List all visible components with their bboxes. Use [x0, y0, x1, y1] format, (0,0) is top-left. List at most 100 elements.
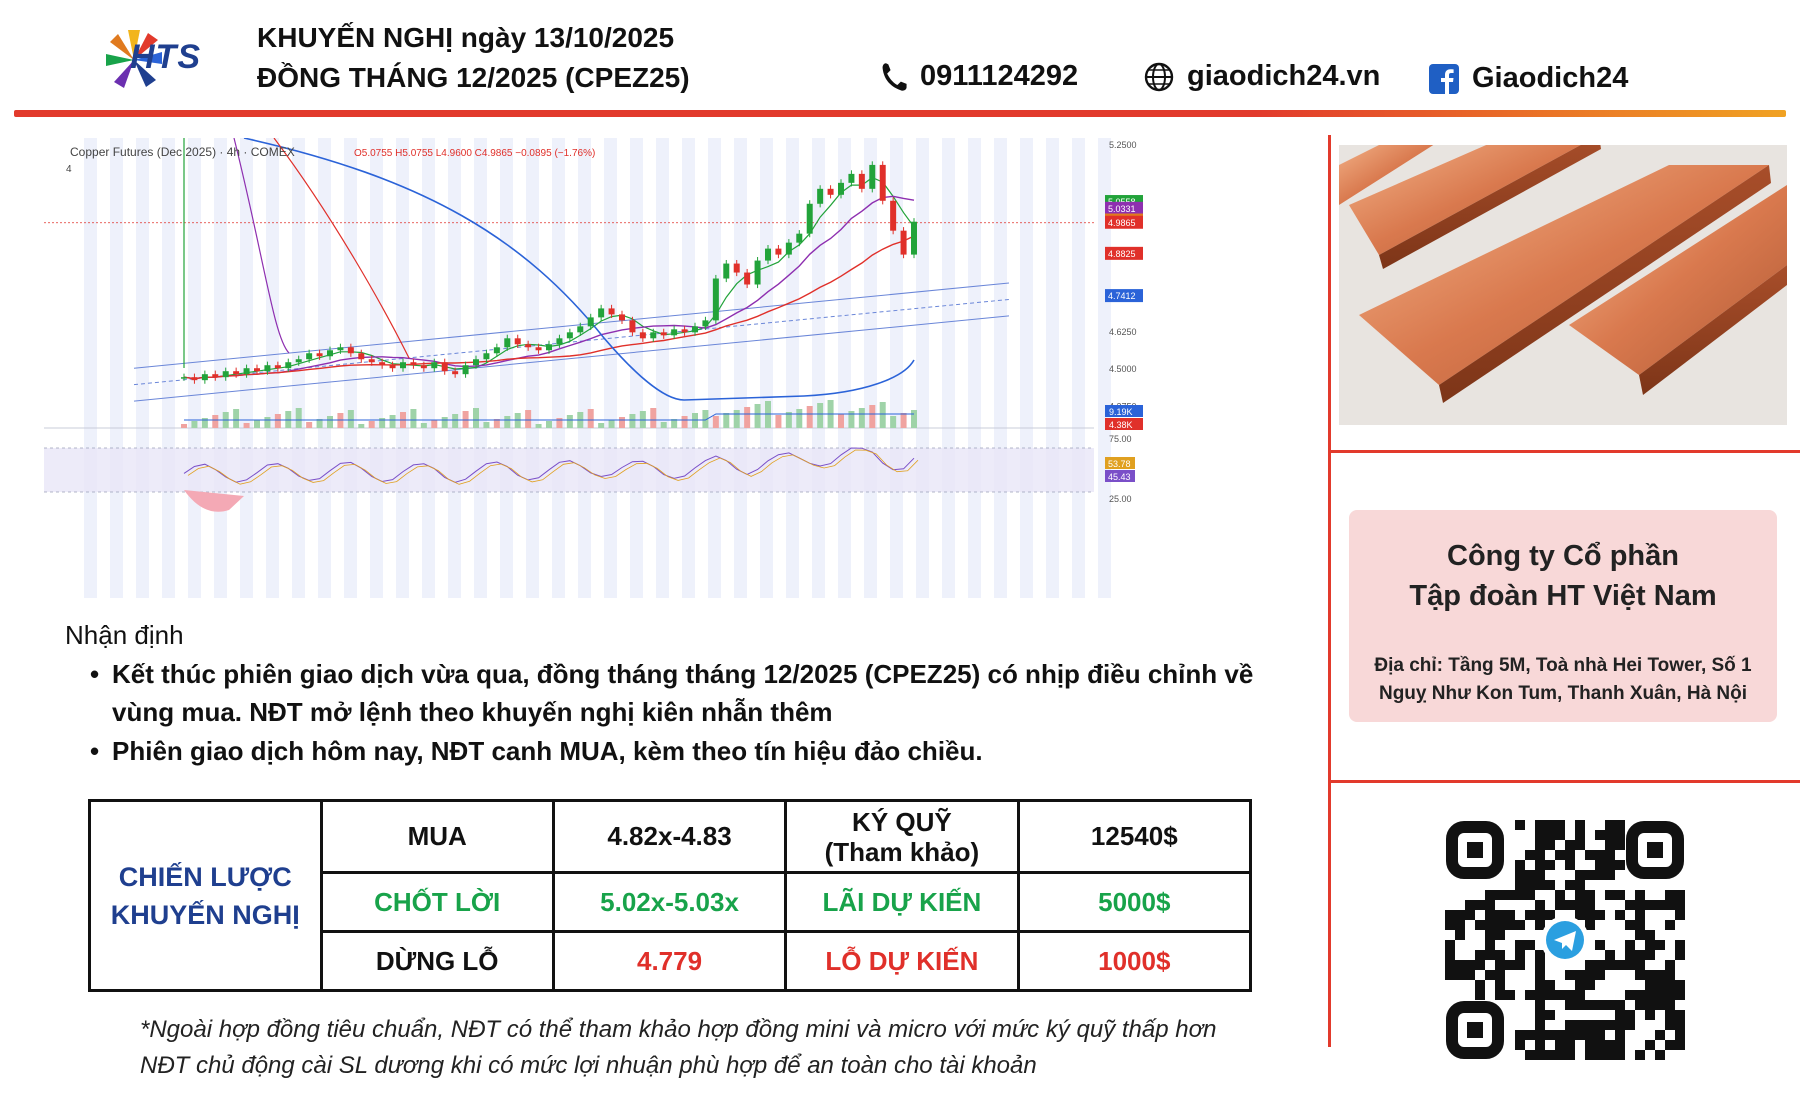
qr-module: [1585, 900, 1595, 910]
qr-module: [1515, 890, 1525, 900]
price-candle: [785, 242, 792, 255]
qr-module: [1615, 820, 1625, 830]
price-candle: [566, 332, 573, 339]
take-profit-action: CHỐT LỜI: [319, 871, 555, 933]
qr-module: [1595, 940, 1605, 950]
qr-module: [1525, 850, 1535, 860]
price-candle: [900, 230, 907, 255]
qr-module: [1675, 990, 1685, 1000]
volume-bar: [806, 406, 813, 428]
qr-module: [1665, 920, 1675, 930]
qr-module: [1605, 1040, 1615, 1050]
contact-phone[interactable]: 0911124292: [880, 60, 1078, 93]
qr-module: [1505, 960, 1515, 970]
qr-module: [1665, 1040, 1675, 1050]
qr-module: [1605, 1020, 1615, 1030]
price-candle: [692, 326, 698, 333]
qr-module: [1455, 970, 1465, 980]
qr-module: [1495, 990, 1505, 1000]
qr-module: [1475, 960, 1485, 970]
qr-module: [1535, 840, 1545, 850]
price-candle: [911, 221, 917, 255]
chart-ohlc-readout: O5.0755 H5.0755 L4.9600 C4.9865 −0.0895 …: [354, 148, 595, 159]
price-candle: [337, 347, 344, 351]
price-candle: [400, 362, 406, 369]
volume-bar: [556, 418, 563, 428]
qr-module: [1545, 980, 1555, 990]
qr-module: [1555, 820, 1565, 830]
price-candle: [233, 371, 240, 375]
facebook-icon: [1429, 63, 1459, 94]
qr-module: [1535, 1040, 1545, 1050]
qr-module: [1575, 880, 1585, 890]
price-candle: [441, 362, 448, 372]
qr-module: [1565, 970, 1575, 980]
qr-module: [1675, 890, 1685, 900]
qr-module: [1525, 880, 1535, 890]
right-divider-bottom: [1328, 780, 1800, 783]
price-candle: [598, 308, 605, 318]
column-divider: [1328, 135, 1331, 1047]
qr-module: [1665, 900, 1675, 910]
telegram-qr-code[interactable]: [1442, 817, 1688, 1063]
qr-module: [1635, 990, 1645, 1000]
qr-module: [1485, 900, 1495, 910]
volume-tag: [1105, 405, 1143, 417]
price-candle: [796, 233, 803, 243]
qr-module: [1645, 1010, 1655, 1020]
footnote-line2: NĐT chủ động cài SL dương khi có mức lợi…: [140, 1052, 1037, 1079]
qr-module: [1595, 860, 1605, 870]
contact-website[interactable]: giaodich24.vn: [1143, 60, 1380, 93]
price-candle: [504, 338, 511, 348]
stop-loss-price: 4.779: [551, 930, 788, 992]
analysis-bullet-text: Kết thúc phiên giao dịch vừa qua, đồng t…: [112, 659, 1254, 727]
qr-module: [1625, 950, 1635, 960]
qr-module: [1575, 970, 1585, 980]
price-candle: [264, 365, 271, 372]
qr-module: [1665, 980, 1675, 990]
contact-facebook[interactable]: Giaodich24: [1428, 62, 1628, 95]
qr-module: [1575, 830, 1585, 840]
volume-bar: [525, 410, 532, 428]
qr-module: [1585, 1000, 1595, 1010]
qr-module: [1445, 960, 1455, 970]
qr-module: [1615, 890, 1625, 900]
volume-bar: [796, 409, 803, 428]
qr-module: [1455, 960, 1465, 970]
qr-module: [1655, 940, 1665, 950]
price-candle: [650, 332, 657, 339]
volume-bar: [629, 414, 636, 428]
margin-label: KÝ QUỸ (Tham khảo): [784, 799, 1020, 874]
price-candle: [806, 203, 813, 234]
price-candle: [639, 332, 646, 339]
rsi-tick-label: 25.00: [1109, 494, 1132, 504]
qr-module: [1555, 830, 1565, 840]
qr-module: [1475, 900, 1485, 910]
volume-bar: [744, 407, 751, 428]
table-row: DỪNG LỖ 4.779 LỖ DỰ KIẾN 1000$: [90, 930, 1253, 992]
brand-name: HTS: [130, 38, 201, 76]
footnote-line1: *Ngoài hợp đồng tiêu chuẩn, NĐT có thể t…: [140, 1016, 1217, 1043]
globe-icon: [1144, 62, 1174, 91]
volume-bar: [389, 415, 396, 428]
qr-module: [1655, 990, 1665, 1000]
qr-module: [1615, 840, 1625, 850]
volume-bar: [546, 421, 552, 428]
volume-bar: [619, 417, 625, 428]
qr-module: [1535, 820, 1545, 830]
price-tag-label: 4.8825: [1108, 249, 1136, 259]
qr-module: [1585, 980, 1595, 990]
volume-bar: [274, 414, 281, 428]
volume-bar: [212, 415, 219, 428]
qr-module: [1475, 950, 1485, 960]
qr-module: [1535, 880, 1545, 890]
qr-module: [1555, 1040, 1565, 1050]
qr-module: [1675, 910, 1685, 920]
qr-module: [1645, 900, 1655, 910]
qr-module: [1655, 900, 1665, 910]
volume-bar: [368, 421, 375, 428]
qr-module: [1655, 1030, 1665, 1040]
qr-module: [1475, 920, 1485, 930]
qr-module: [1665, 890, 1675, 900]
volume-bar: [347, 410, 354, 428]
